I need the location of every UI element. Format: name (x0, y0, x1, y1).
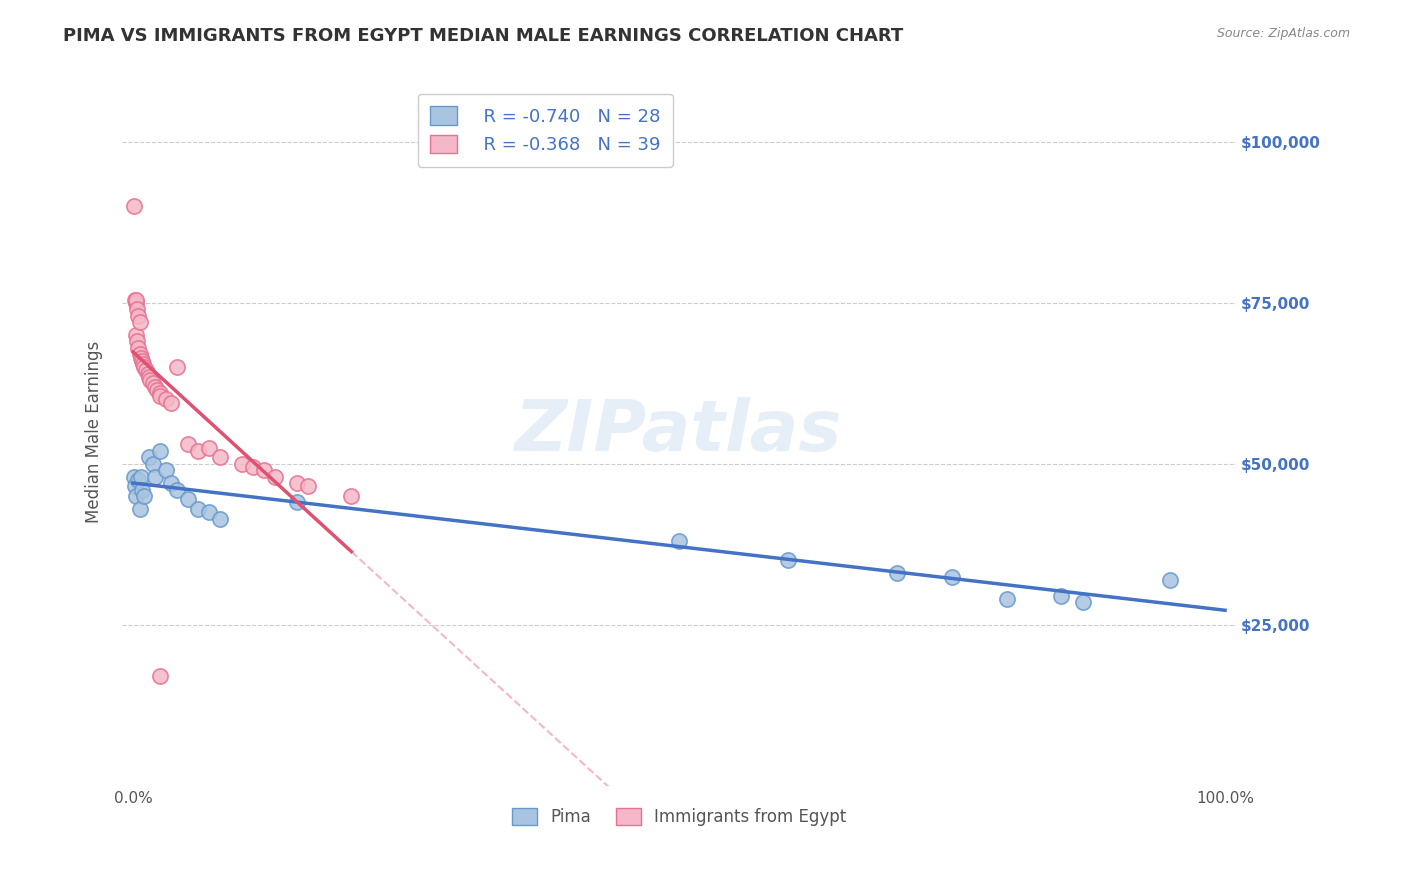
Point (132, 360, 155, 375)
Point (149, 669, 172, 683)
Point (231, 457, 253, 471)
Text: PIMA VS IMMIGRANTS FROM EGYPT MEDIAN MALE EARNINGS CORRELATION CHART: PIMA VS IMMIGRANTS FROM EGYPT MEDIAN MAL… (63, 27, 904, 45)
Point (138, 450, 160, 465)
Point (198, 505, 221, 519)
Point (187, 502, 209, 516)
Point (668, 534, 690, 549)
Point (886, 566, 908, 581)
Point (125, 328, 148, 343)
Point (124, 293, 146, 307)
Point (143, 469, 166, 483)
Point (1071, 595, 1094, 609)
Point (131, 353, 153, 368)
Point (160, 395, 183, 409)
Point (139, 373, 162, 387)
Point (176, 492, 198, 507)
Point (125, 293, 148, 307)
Point (149, 444, 172, 458)
Point (176, 437, 198, 451)
Point (155, 392, 177, 407)
Point (995, 592, 1018, 607)
Point (142, 376, 165, 391)
Point (285, 476, 308, 491)
Point (209, 511, 232, 525)
Point (127, 334, 149, 349)
Point (124, 479, 146, 493)
Point (285, 495, 308, 509)
Point (127, 302, 149, 317)
Point (131, 483, 153, 497)
Point (155, 463, 177, 477)
Point (132, 357, 155, 371)
Point (264, 469, 287, 483)
Point (166, 360, 188, 375)
Text: ZIPatlas: ZIPatlas (516, 397, 842, 467)
Point (122, 199, 145, 213)
Point (340, 489, 363, 503)
Point (127, 309, 149, 323)
Legend: Pima, Immigrants from Egypt: Pima, Immigrants from Egypt (503, 799, 855, 834)
Point (128, 347, 150, 361)
Point (198, 441, 221, 455)
Point (122, 469, 145, 483)
Point (136, 367, 159, 381)
Point (297, 479, 319, 493)
Point (209, 450, 232, 465)
Point (129, 469, 152, 483)
Point (129, 351, 152, 365)
Point (1159, 573, 1181, 587)
Point (778, 553, 800, 567)
Point (125, 295, 148, 310)
Point (242, 460, 264, 475)
Point (149, 386, 172, 401)
Point (941, 569, 963, 583)
Point (127, 473, 149, 487)
Point (125, 489, 148, 503)
Point (128, 315, 150, 329)
Y-axis label: Median Male Earnings: Median Male Earnings (86, 341, 103, 523)
Point (127, 341, 149, 355)
Point (143, 379, 166, 393)
Point (135, 363, 157, 377)
Point (253, 463, 276, 477)
Point (146, 383, 169, 397)
Point (1050, 589, 1073, 603)
Text: Source: ZipAtlas.com: Source: ZipAtlas.com (1216, 27, 1350, 40)
Point (142, 457, 165, 471)
Point (128, 502, 150, 516)
Point (166, 483, 188, 497)
Point (138, 370, 160, 384)
Point (132, 489, 155, 503)
Point (149, 389, 172, 403)
Point (160, 476, 183, 491)
Point (187, 444, 209, 458)
